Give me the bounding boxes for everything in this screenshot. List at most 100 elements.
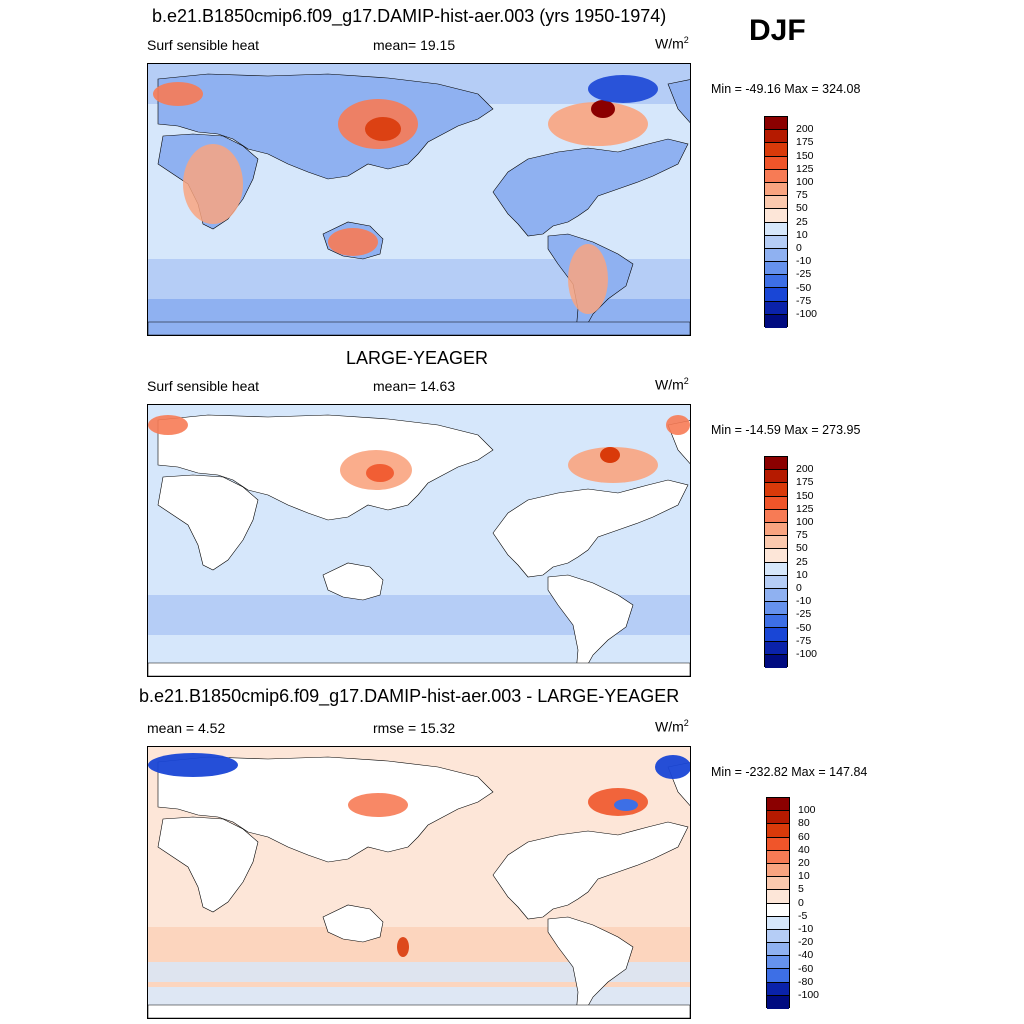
colorbar-swatch	[767, 877, 789, 891]
colorbar-swatch	[765, 117, 787, 131]
panel-2-minmax: Min = -14.59 Max = 273.95	[711, 423, 861, 437]
colorbar-tick-label: 10	[796, 568, 808, 581]
colorbar-tick-label: -20	[798, 936, 814, 949]
colorbar-tick-label: 5	[798, 883, 804, 896]
panel-3-title: b.e21.B1850cmip6.f09_g17.DAMIP-hist-aer.…	[139, 686, 680, 706]
map-field-patch	[366, 464, 394, 482]
colorbar-tick-label: 100	[796, 516, 814, 528]
colorbar-swatch	[767, 890, 789, 904]
colorbar-tick-label: 25	[796, 555, 808, 568]
colorbar-swatch	[765, 262, 787, 276]
panel-2-mean-label: mean= 14.63	[373, 378, 456, 394]
panel-3-colorbar	[766, 797, 790, 1009]
colorbar-tick-label: -75	[796, 294, 812, 307]
map-shape	[547, 916, 634, 1016]
map-shape	[148, 1004, 690, 1018]
colorbar-swatch	[765, 196, 787, 210]
colorbar-tick-label: -100	[796, 308, 818, 320]
colorbar-tick-label: 25	[796, 215, 808, 228]
panel-1-units: W/m2	[655, 35, 689, 52]
map-field-patch	[600, 447, 620, 463]
map-shape	[157, 474, 259, 571]
map-shape	[157, 414, 494, 521]
colorbar-tick-label: 20	[798, 857, 810, 869]
colorbar-swatch	[767, 863, 789, 878]
colorbar-swatch	[767, 929, 789, 944]
map-field-patch	[548, 102, 648, 146]
colorbar-tick-label: -100	[798, 989, 820, 1001]
colorbar-swatch	[765, 301, 787, 315]
colorbar-tick-label: 80	[798, 817, 810, 830]
colorbar-tick-label: 150	[796, 149, 814, 162]
colorbar-swatch	[765, 522, 787, 537]
map-field-patch	[183, 144, 243, 224]
map-shape	[322, 904, 384, 943]
colorbar-swatch	[765, 209, 787, 223]
colorbar-tick-label: 175	[796, 136, 814, 149]
colorbar-tick-label: 50	[796, 542, 808, 555]
colorbar-tick-label: -25	[796, 268, 812, 281]
colorbar-tick-label: -25	[796, 608, 812, 621]
colorbar-tick-label: 125	[796, 162, 814, 175]
colorbar-tick-label: 50	[796, 202, 808, 215]
colorbar-swatch	[765, 654, 787, 668]
colorbar-swatch	[767, 798, 789, 812]
colorbar-tick-label: -40	[798, 949, 814, 962]
map-field-band	[148, 987, 690, 1005]
panel-1-variable-label: Surf sensible heat	[147, 37, 260, 53]
map-field-patch	[148, 753, 238, 777]
colorbar-swatch	[765, 222, 787, 236]
map-field-band	[148, 299, 690, 322]
map-shape	[157, 73, 494, 180]
panel-1-title: b.e21.B1850cmip6.f09_g17.DAMIP-hist-aer.…	[152, 6, 667, 26]
colorbar-tick-label: -5	[798, 909, 808, 922]
colorbar-tick-label: 0	[796, 582, 802, 594]
colorbar-swatch	[765, 156, 787, 170]
colorbar-swatch	[765, 549, 787, 563]
colorbar-tick-label: 200	[796, 123, 814, 136]
map-field-patch	[148, 415, 188, 435]
map-shape	[492, 821, 689, 920]
colorbar-swatch	[765, 615, 787, 629]
season-label: DJF	[749, 14, 806, 47]
colorbar-swatch	[765, 496, 787, 510]
panel-2-title: LARGE-YEAGER	[346, 348, 489, 368]
colorbar-swatch	[767, 850, 789, 864]
colorbar-swatch	[765, 628, 787, 642]
colorbar-swatch	[767, 824, 789, 838]
colorbar-swatch	[767, 995, 789, 1009]
colorbar-swatch	[765, 314, 787, 328]
colorbar-tick-label: 60	[798, 830, 810, 843]
map-field-patch	[588, 75, 658, 103]
colorbar-swatch	[765, 641, 787, 655]
colorbar-swatch	[765, 169, 787, 183]
colorbar-swatch	[765, 575, 787, 589]
map-field-patch	[568, 244, 608, 314]
map-shape	[148, 321, 690, 335]
colorbar-tick-label: 200	[796, 463, 814, 476]
colorbar-tick-label: 0	[798, 896, 804, 909]
colorbar-swatch	[765, 509, 787, 523]
colorbar-swatch	[765, 536, 787, 550]
colorbar-tick-label: -10	[796, 595, 812, 608]
colorbar-swatch	[765, 143, 787, 157]
colorbar-swatch	[767, 982, 789, 996]
colorbar-swatch	[767, 943, 789, 957]
colorbar-tick-label: 100	[798, 804, 816, 817]
colorbar-swatch	[765, 275, 787, 289]
colorbar-tick-label: 75	[796, 189, 808, 202]
colorbar-swatch	[767, 811, 789, 825]
map-field-patch	[568, 447, 658, 483]
colorbar-tick-label: 40	[798, 843, 810, 856]
colorbar-tick-label: -10	[798, 923, 814, 935]
map-shape	[492, 479, 689, 578]
colorbar-swatch	[765, 457, 787, 471]
panel-1-minmax: Min = -49.16 Max = 324.08	[711, 82, 861, 96]
panel-2-units: W/m2	[655, 376, 689, 393]
map-field-patch	[591, 100, 615, 118]
map-field-patch	[614, 799, 638, 811]
colorbar-swatch	[765, 130, 787, 144]
map-shape	[547, 574, 634, 674]
colorbar-swatch	[767, 956, 789, 970]
map-field-patch	[153, 82, 203, 106]
